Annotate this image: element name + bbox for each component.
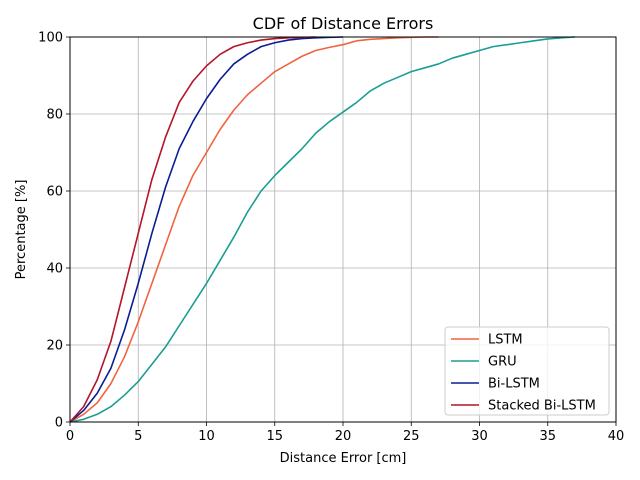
chart-title: CDF of Distance Errors	[253, 14, 434, 33]
series-line-stacked-bi-lstm	[69, 36, 316, 423]
x-tick-label: 20	[335, 429, 352, 444]
data-series	[69, 36, 576, 423]
legend-label-stacked-bi-lstm: Stacked Bi-LSTM	[488, 399, 596, 414]
y-tick-label: 40	[46, 262, 63, 277]
x-tick-label: 40	[608, 429, 625, 444]
legend-label-gru: GRU	[488, 355, 517, 370]
x-tick-label: 5	[134, 429, 142, 444]
x-tick-label: 10	[198, 429, 215, 444]
legend-label-lstm: LSTM	[488, 333, 523, 348]
x-tick-label: 15	[266, 429, 283, 444]
y-axis-label: Percentage [%]	[14, 180, 29, 280]
legend-label-bi-lstm: Bi-LSTM	[488, 377, 540, 392]
y-tick-label: 0	[55, 416, 63, 431]
legend: LSTM GRU Bi-LSTM Stacked Bi-LSTM	[444, 326, 610, 416]
series-line-bi-lstm	[69, 36, 344, 423]
y-tick-label: 100	[38, 31, 63, 46]
x-tick-label: 25	[403, 429, 420, 444]
x-tick-label: 30	[471, 429, 488, 444]
x-tick-label: 35	[539, 429, 556, 444]
series-line-lstm	[69, 36, 439, 423]
y-tick-label: 80	[46, 108, 63, 123]
grid-lines	[69, 36, 617, 423]
y-tick-label: 20	[46, 339, 63, 354]
legend-box	[444, 326, 610, 416]
x-axis-label: Distance Error [cm]	[280, 451, 407, 466]
axis-ticks: 0 5 10 15 20 25 30 35 40 0 20 40 60 80 100	[38, 31, 624, 445]
y-tick-label: 60	[46, 185, 63, 200]
series-line-gru	[69, 36, 576, 423]
x-tick-label: 0	[66, 429, 74, 444]
